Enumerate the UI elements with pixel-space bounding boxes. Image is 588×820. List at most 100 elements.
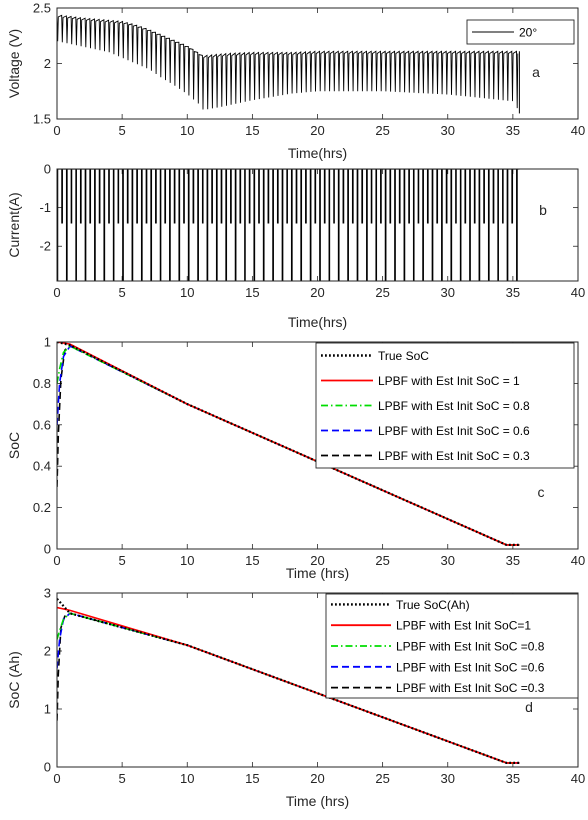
y-axis-label: SoC (Ah) [6, 651, 22, 709]
x-tick-label: 35 [506, 123, 520, 138]
legend: 20° [466, 19, 575, 45]
y-tick-label: 1 [44, 335, 51, 350]
series-line [57, 342, 520, 546]
y-tick-label: 2 [44, 56, 51, 71]
y-tick-label: -1 [39, 200, 51, 215]
x-tick-label: 15 [245, 553, 259, 568]
y-axis-label: Voltage (V) [6, 29, 22, 98]
legend-label: True SoC(Ah) [396, 598, 470, 612]
x-tick-label: 40 [571, 553, 585, 568]
plot-area [57, 169, 578, 281]
x-tick-label: 10 [180, 285, 194, 300]
x-axis-label: Time (hrs) [286, 565, 349, 581]
series-line [57, 345, 520, 546]
panel-letter: c [538, 484, 545, 500]
legend-label: LPBF with Est Init SoC = 0.6 [378, 424, 530, 438]
x-tick-label: 10 [180, 553, 194, 568]
chart-panel-d: 0 5 10 15 20 25 30 35 40 0 1 2 3 Time (hrs) SoC (Ah) Tr… [6, 586, 585, 810]
legend-label: LPBF with Est Init SoC =0.6 [396, 660, 545, 674]
x-tick-label: 20 [310, 771, 324, 786]
x-tick-label: 15 [245, 285, 259, 300]
panel-letter: d [525, 699, 533, 715]
y-tick-label: 2 [44, 644, 51, 659]
axes-box [56, 7, 579, 120]
legend-label: LPBF with Est Init SoC = 0.3 [378, 449, 530, 463]
y-axis-label: SoC [6, 432, 22, 459]
data-lines [57, 598, 520, 764]
y-tick-label: -2 [39, 239, 51, 254]
panel-letter: a [532, 64, 540, 80]
x-tick-label: 5 [119, 771, 126, 786]
x-tick-label: 5 [119, 123, 126, 138]
chart-panel-b: 0 5 10 15 20 25 30 35 40 -2 -1 0 Time(hrs) Current(A)… [6, 162, 585, 331]
x-axis-label: Time (hrs) [286, 793, 349, 809]
x-tick-label: 40 [571, 123, 585, 138]
x-tick-label: 0 [53, 285, 60, 300]
panel-letter: b [539, 202, 547, 218]
series-line [57, 612, 520, 764]
y-tick-label: 3 [44, 586, 51, 601]
x-tick-label: 20 [310, 285, 324, 300]
series-line-current [57, 169, 518, 281]
axes-box [56, 168, 579, 282]
y-tick-label: 0 [44, 760, 51, 775]
legend-label: LPBF with Est Init SoC =0.3 [396, 681, 545, 695]
x-tick-label: 0 [53, 553, 60, 568]
x-tick-label: 30 [441, 123, 455, 138]
axes-box [56, 341, 579, 550]
x-tick-label: 20 [310, 123, 324, 138]
x-tick-label: 35 [506, 771, 520, 786]
legend-label: True SoC [378, 349, 429, 363]
x-tick-label: 30 [441, 285, 455, 300]
y-tick-label: 0.4 [33, 459, 51, 474]
x-tick-label: 15 [245, 771, 259, 786]
x-axis-label: Time(hrs) [288, 145, 347, 161]
legend-label: LPBF with Est Init SoC = 0.8 [378, 399, 530, 413]
y-tick-label: 0.6 [33, 417, 51, 432]
legend-label: LPBF with Est Init SoC = 1 [378, 374, 520, 388]
data-lines [57, 342, 520, 546]
data-lines [57, 14, 520, 114]
legend: True SoC(Ah) LPBF with Est Init SoC=1 LPBF… [325, 593, 579, 699]
x-tick-label: 30 [441, 553, 455, 568]
series-line [57, 345, 520, 546]
y-axis-label: Current(A) [6, 192, 22, 257]
x-tick-label: 5 [119, 285, 126, 300]
x-tick-label: 25 [375, 123, 389, 138]
x-tick-label: 5 [119, 553, 126, 568]
x-axis-label: Time(hrs) [288, 314, 347, 330]
x-tick-label: 10 [180, 771, 194, 786]
x-tick-label: 25 [375, 771, 389, 786]
x-tick-label: 25 [375, 285, 389, 300]
y-tick-label: 0.2 [33, 500, 51, 515]
x-tick-label: 0 [53, 771, 60, 786]
chart-panel-c: 0 5 10 15 20 25 30 35 40 0 0.2 0.4 0.6 0.8 1 Time (hrs)… [6, 335, 585, 582]
x-tick-label: 20 [310, 553, 324, 568]
legend-box [325, 593, 579, 699]
series-line [57, 598, 520, 764]
y-tick-label: 0 [44, 542, 51, 557]
chart-panel-a: 0 5 10 15 20 25 30 35 40 1.5 2 2.5 Time(hrs) Voltage … [6, 1, 585, 162]
legend-label: 20° [519, 26, 537, 40]
x-tick-label: 35 [506, 553, 520, 568]
x-tick-label: 40 [571, 771, 585, 786]
data-lines [57, 169, 520, 281]
x-tick-label: 40 [571, 285, 585, 300]
x-tick-label: 30 [441, 771, 455, 786]
legend-label: LPBF with Est Init SoC =0.8 [396, 640, 545, 654]
legend: True SoC LPBF with Est Init SoC = 1 LPBF w… [315, 342, 575, 469]
y-tick-label: 0.8 [33, 376, 51, 391]
x-tick-label: 10 [180, 123, 194, 138]
legend-label: LPBF with Est Init SoC=1 [396, 619, 531, 633]
y-tick-label: 0 [44, 162, 51, 177]
legend-box [315, 342, 575, 469]
y-tick-label: 2.5 [33, 1, 51, 16]
series-line-voltage [57, 14, 519, 110]
x-tick-label: 35 [506, 285, 520, 300]
y-tick-label: 1 [44, 702, 51, 717]
y-tick-label: 1.5 [33, 112, 51, 127]
x-tick-label: 0 [53, 123, 60, 138]
x-tick-label: 15 [245, 123, 259, 138]
x-tick-label: 25 [375, 553, 389, 568]
